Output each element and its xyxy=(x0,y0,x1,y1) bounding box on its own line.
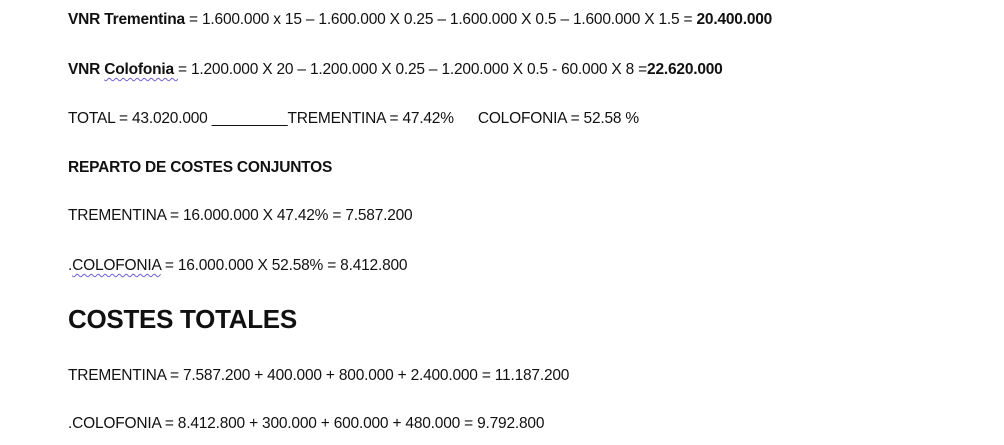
costes-colofonia-line: .COLOFONIA = 8.412.800 + 300.000 + 600.0… xyxy=(68,415,545,432)
vnr-colofonia-line: VNR Colofonia = 1.200.000 X 20 – 1.200.0… xyxy=(68,60,723,80)
costes-totales-heading: COSTES TOTALES xyxy=(68,304,297,334)
costes-trementina-line: TREMENTINA = 7.587.200 + 400.000 + 800.0… xyxy=(68,367,570,384)
reparto-trementina-line: TREMENTINA = 16.000.000 X 47.42% = 7.587… xyxy=(68,207,413,224)
vnr-colofonia-result: 22.620.000 xyxy=(647,61,723,78)
vnr-trementina-result: 20.400.000 xyxy=(696,11,773,28)
vnr-trementina-line: VNR Trementina = 1.600.000 x 15 – 1.600.… xyxy=(68,10,772,30)
reparto-heading: REPARTO DE COSTES CONJUNTOS xyxy=(68,159,333,176)
vnr-trementina-label: VNR Trementina xyxy=(68,11,185,28)
vnr-colofonia-formula: = 1.200.000 X 20 – 1.200.000 X 0.25 – 1.… xyxy=(178,61,648,78)
total-trementina-pct: TREMENTINA = 47.42% xyxy=(287,110,454,127)
reparto-colofonia-label: COLOFONIA xyxy=(72,257,161,274)
vnr-trementina-formula: = 1.600.000 x 15 – 1.600.000 X 0.25 – 1.… xyxy=(184,11,697,28)
reparto-colofonia-line: .COLOFONIA = 16.000.000 X 52.58% = 8.412… xyxy=(68,256,408,276)
vnr-colofonia-prefix: VNR xyxy=(68,61,105,78)
total-value: TOTAL = 43.020.000 _________ xyxy=(68,110,288,127)
reparto-colofonia-rest: = 16.000.000 X 52.58% = 8.412.800 xyxy=(160,257,408,274)
total-colofonia-pct: COLOFONIA = 52.58 % xyxy=(477,110,640,127)
vnr-colofonia-label: Colofonia xyxy=(104,61,179,78)
reparto-colofonia-prefix: . xyxy=(68,257,73,274)
total-line: TOTAL = 43.020.000 _________TREMENTINA =… xyxy=(68,109,639,129)
